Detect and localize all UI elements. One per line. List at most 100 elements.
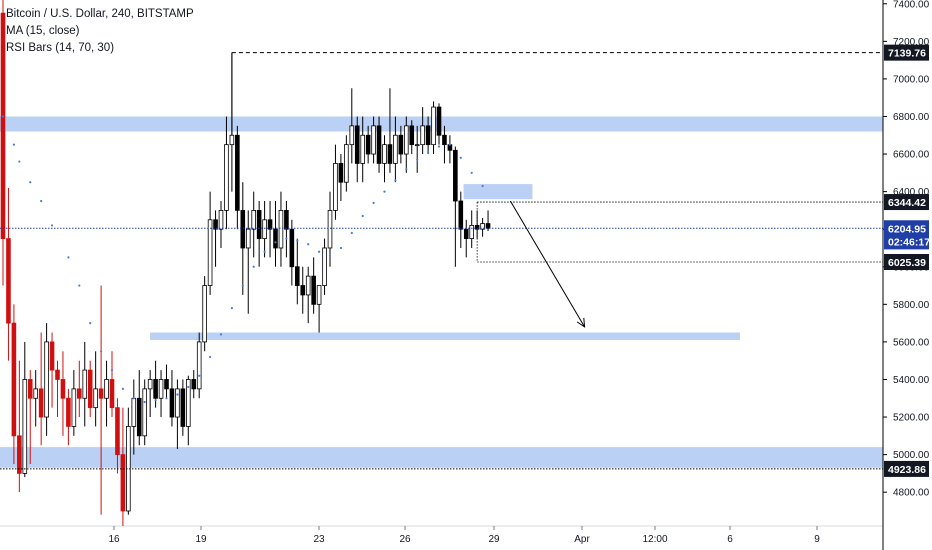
candle-body-44 bbox=[240, 209, 246, 249]
x-tick-label-0: 16 bbox=[108, 534, 120, 545]
candle-body-73 bbox=[398, 134, 404, 155]
candle-39 bbox=[213, 210, 218, 267]
candle-body-57 bbox=[311, 275, 316, 305]
ma-dot-44 bbox=[481, 184, 484, 188]
candle-body-7 bbox=[38, 388, 44, 418]
candle-17 bbox=[93, 351, 98, 427]
y-tick-label-8: 6400.00 bbox=[893, 187, 930, 198]
candle-50 bbox=[273, 201, 278, 267]
price-label-text-1: 6344.42 bbox=[888, 197, 926, 209]
y-tick-label-13: 7400.00 bbox=[893, 0, 930, 10]
candle-40 bbox=[218, 201, 224, 248]
candlestick-series bbox=[0, 0, 491, 526]
candle-10 bbox=[55, 360, 60, 418]
candle-55 bbox=[300, 266, 306, 314]
candle-body-8 bbox=[44, 341, 49, 418]
ma-dot-22 bbox=[241, 284, 244, 287]
candle-body-50 bbox=[273, 228, 278, 249]
candle-body-77 bbox=[420, 125, 425, 146]
candle-body-35 bbox=[191, 379, 197, 390]
candle-body-53 bbox=[289, 228, 295, 268]
candle-body-40 bbox=[218, 209, 224, 230]
candle-body-59 bbox=[322, 247, 327, 286]
candle-57 bbox=[311, 257, 316, 314]
candle-54 bbox=[294, 238, 300, 305]
ma-dot-23 bbox=[252, 265, 255, 268]
ma-dot-9 bbox=[100, 350, 103, 353]
ma-dot-11 bbox=[121, 387, 124, 390]
candle-49 bbox=[267, 201, 273, 258]
price-label-bg-3 bbox=[884, 233, 929, 250]
candle-body-69 bbox=[376, 125, 382, 164]
candle-32 bbox=[175, 379, 180, 449]
ma-dot-19 bbox=[209, 355, 212, 359]
ma-dot-32 bbox=[350, 231, 353, 235]
candle-body-34 bbox=[185, 379, 191, 427]
candle-33 bbox=[180, 379, 186, 436]
ma-dot-43 bbox=[470, 171, 473, 174]
candle-12 bbox=[66, 388, 71, 446]
candle-71 bbox=[387, 88, 393, 173]
price-label-text-0: 7139.76 bbox=[888, 48, 926, 60]
candle-62 bbox=[338, 154, 344, 202]
candle-body-79 bbox=[431, 106, 436, 146]
ma-dot-27 bbox=[296, 239, 299, 242]
candle-56 bbox=[305, 266, 311, 324]
candle-body-27 bbox=[147, 379, 153, 390]
ma-dot-14 bbox=[154, 399, 157, 402]
price-label-text-2: 6204.95 bbox=[888, 223, 926, 235]
ma-dot-5 bbox=[50, 224, 54, 227]
candle-body-24 bbox=[131, 397, 137, 427]
ma-dot-15 bbox=[165, 397, 168, 400]
candle-41 bbox=[224, 116, 229, 230]
candle-body-16 bbox=[87, 369, 93, 409]
candle-65 bbox=[354, 116, 360, 183]
candle-89 bbox=[485, 210, 491, 232]
ma-dot-2 bbox=[18, 160, 21, 163]
x-tick-label-7: 6 bbox=[727, 534, 733, 545]
ma-dot-26 bbox=[285, 237, 288, 240]
candle-body-13 bbox=[71, 388, 77, 427]
x-tick-label-5: Apr bbox=[574, 534, 590, 545]
candle-36 bbox=[196, 332, 202, 399]
ma-dot-30 bbox=[328, 254, 332, 257]
candle-body-84 bbox=[458, 200, 464, 230]
ma-dot-13 bbox=[143, 400, 146, 404]
candle-body-1 bbox=[6, 238, 11, 324]
y-tick-label-4: 5600.00 bbox=[893, 337, 930, 348]
x-axis-ticks: 16 19 23 26 29 Apr 12:00 6 9 bbox=[0, 525, 883, 545]
sma-indicator-label[interactable]: MA (15, close) bbox=[6, 25, 80, 37]
candle-body-11 bbox=[60, 379, 66, 399]
price-label-text-5: 4923.86 bbox=[888, 464, 926, 476]
candle-body-80 bbox=[436, 106, 442, 136]
zone-rect-1 bbox=[150, 332, 740, 341]
ma-dot-0 bbox=[1, 115, 5, 118]
ma-dot-6 bbox=[67, 256, 70, 259]
y-tick-label-2: 5200.00 bbox=[893, 413, 930, 424]
candle-2 bbox=[11, 304, 17, 465]
candle-0 bbox=[0, 0, 6, 286]
candle-body-20 bbox=[109, 379, 115, 409]
rsi-bars-indicator-label[interactable]: RSI Bars (14, 70, 30) bbox=[6, 42, 115, 54]
candle-body-66 bbox=[360, 134, 365, 164]
candle-64 bbox=[349, 88, 355, 164]
candle-43 bbox=[235, 125, 240, 230]
price-label-bg-4 bbox=[884, 253, 929, 270]
candle-body-17 bbox=[93, 388, 98, 409]
x-tick-label-8: 9 bbox=[814, 534, 820, 545]
candle-body-68 bbox=[371, 125, 376, 155]
candle-68 bbox=[371, 116, 376, 164]
candle-body-42 bbox=[229, 134, 235, 146]
candle-45 bbox=[245, 210, 251, 314]
candle-body-37 bbox=[202, 285, 207, 343]
candle-51 bbox=[278, 191, 284, 267]
candle-13 bbox=[71, 370, 77, 436]
ma-dot-42 bbox=[459, 156, 462, 159]
ma-dot-37 bbox=[405, 167, 408, 171]
candle-77 bbox=[420, 107, 425, 155]
candle-body-39 bbox=[213, 219, 218, 230]
y-tick-label-1: 5000.00 bbox=[893, 450, 930, 461]
candle-body-70 bbox=[382, 144, 387, 164]
candle-73 bbox=[398, 125, 404, 164]
